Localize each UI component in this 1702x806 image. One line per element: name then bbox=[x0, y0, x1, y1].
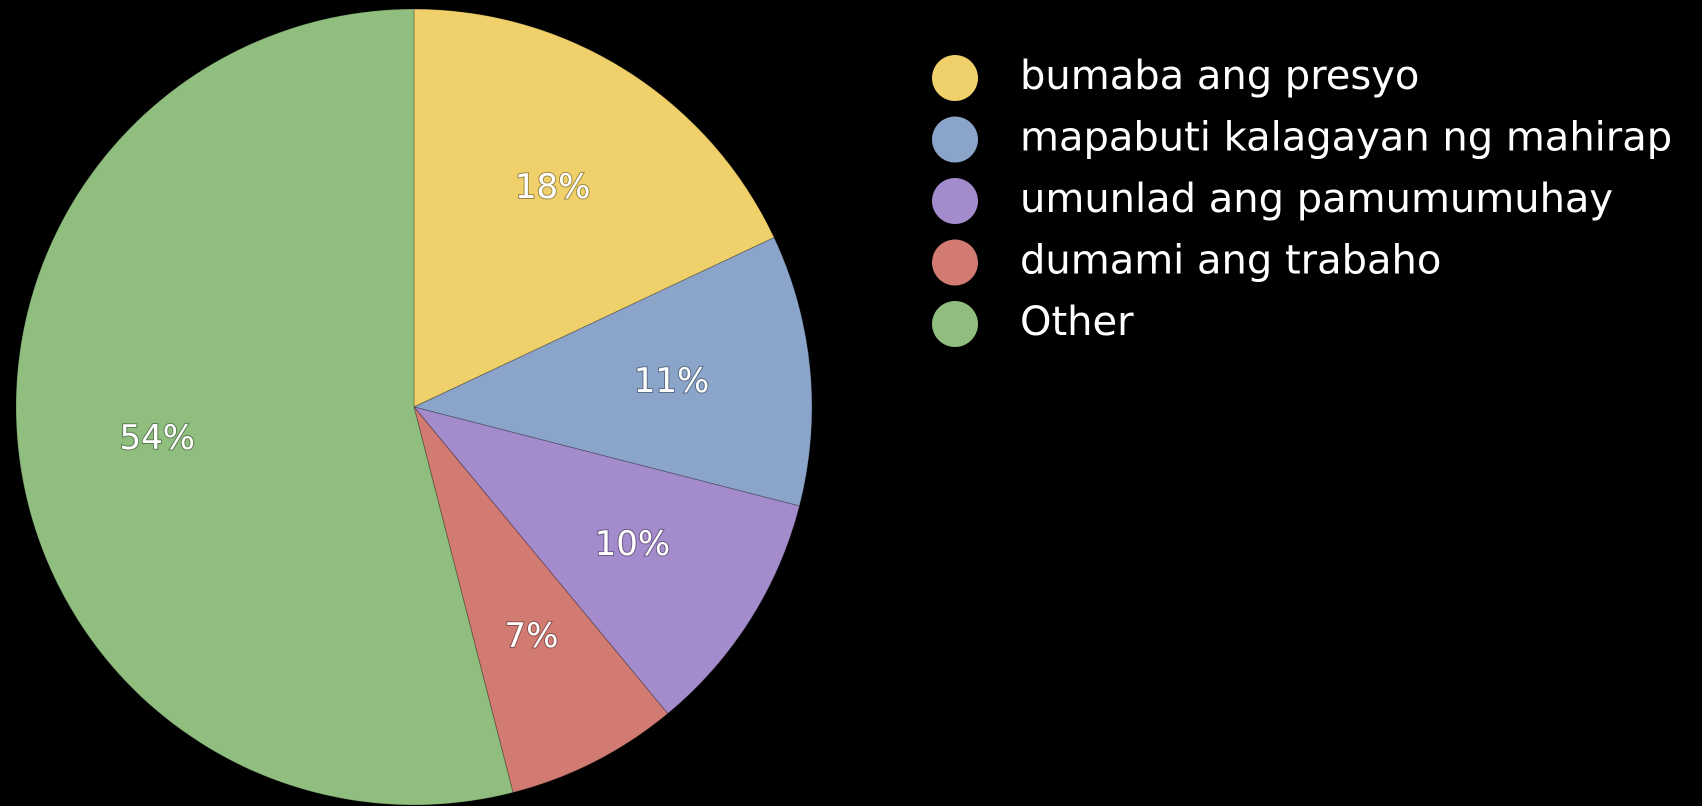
legend-swatch bbox=[932, 301, 978, 347]
legend-label: mapabuti kalagayan ng mahirap bbox=[1020, 115, 1672, 161]
legend-swatch bbox=[932, 239, 978, 286]
slice-label: 10% bbox=[595, 524, 671, 564]
legend-label: Other bbox=[1020, 299, 1134, 345]
pie-slice bbox=[412, 236, 813, 507]
legend-label: umunlad ang pamumumuhay bbox=[1020, 176, 1613, 222]
slice-label: 54% bbox=[120, 418, 196, 458]
legend-swatch bbox=[932, 178, 978, 224]
slice-label: 18% bbox=[515, 167, 591, 207]
legend-label: dumami ang trabaho bbox=[1020, 238, 1441, 284]
slice-label: 11% bbox=[634, 361, 710, 401]
pie-slice bbox=[15, 8, 514, 806]
slice-label: 7% bbox=[504, 616, 558, 656]
legend-swatch bbox=[932, 116, 978, 163]
pie-slice bbox=[413, 8, 775, 408]
pie-slice bbox=[412, 406, 801, 715]
pie-slice bbox=[413, 406, 669, 794]
legend-swatch bbox=[932, 55, 978, 101]
legend-label: bumaba ang presyo bbox=[1020, 53, 1419, 99]
